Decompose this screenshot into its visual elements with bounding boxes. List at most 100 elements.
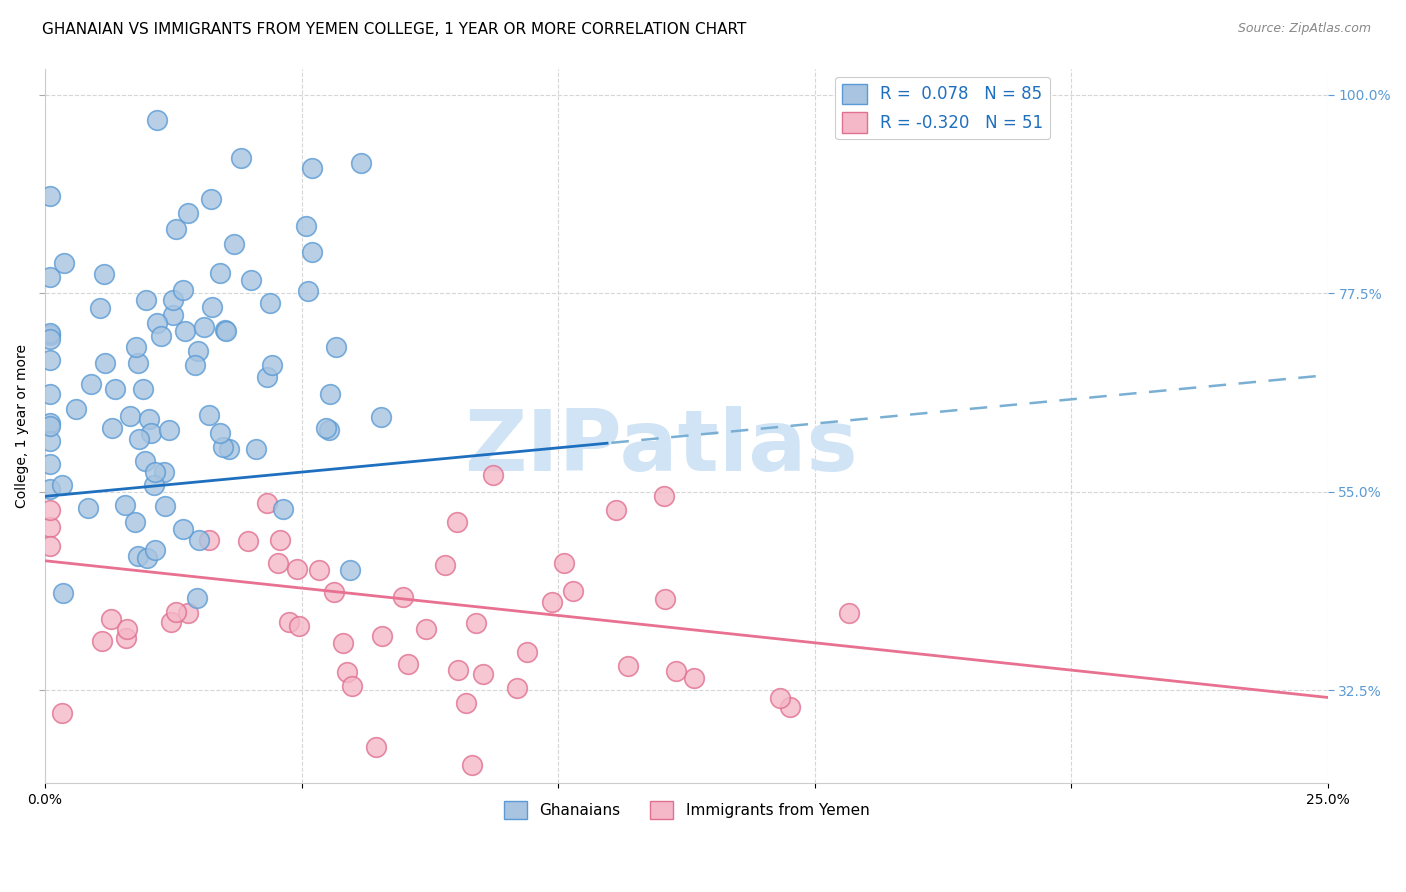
Point (269, 533, 291, 547)
Point (39, 326, 62, 341)
Text: GHANAIAN VS IMMIGRANTS FROM YEMEN COLLEGE, 1 YEAR OR MORE CORRELATION CHART: GHANAIAN VS IMMIGRANTS FROM YEMEN COLLEG… (42, 22, 747, 37)
Point (370, 409, 392, 424)
Point (460, 758, 482, 772)
Point (39, 482, 62, 496)
Point (665, 664, 688, 678)
Point (53, 256, 76, 270)
Point (366, 740, 388, 755)
Point (115, 623, 138, 637)
Point (201, 300, 224, 314)
Point (136, 550, 159, 565)
Point (135, 293, 157, 308)
Point (172, 522, 194, 536)
Point (506, 681, 529, 696)
Legend: Ghanaians, Immigrants from Yemen: Ghanaians, Immigrants from Yemen (498, 795, 876, 825)
Point (446, 515, 468, 529)
Point (173, 325, 195, 339)
Point (77, 500, 100, 515)
Point (471, 667, 494, 681)
Point (208, 266, 231, 280)
Point (120, 409, 142, 423)
Point (184, 358, 207, 372)
Point (139, 426, 162, 441)
Point (165, 221, 187, 235)
Point (396, 657, 419, 671)
Point (65, 401, 87, 416)
Point (114, 631, 136, 645)
Point (273, 501, 295, 516)
Point (114, 498, 136, 512)
Point (80, 376, 103, 391)
Point (838, 606, 860, 620)
Point (145, 316, 167, 330)
Point (652, 489, 675, 503)
Point (540, 595, 562, 609)
Point (297, 285, 319, 299)
Text: Source: ZipAtlas.com: Source: ZipAtlas.com (1237, 22, 1371, 36)
Point (187, 533, 209, 547)
Point (39, 520, 62, 534)
Point (39, 434, 62, 448)
Point (90, 634, 112, 648)
Point (617, 659, 640, 673)
Point (128, 433, 150, 447)
Point (208, 426, 231, 441)
Point (683, 672, 706, 686)
Point (39, 332, 62, 346)
Point (236, 534, 259, 549)
Point (318, 423, 340, 437)
Point (654, 591, 676, 606)
Point (193, 320, 215, 334)
Point (259, 296, 281, 310)
Point (51, 706, 73, 720)
Point (127, 549, 149, 564)
Point (350, 155, 373, 169)
Point (288, 618, 311, 632)
Point (200, 192, 222, 206)
Point (215, 324, 238, 338)
Point (214, 322, 236, 336)
Point (446, 664, 468, 678)
Point (605, 502, 627, 516)
Point (127, 356, 149, 370)
Point (39, 270, 62, 285)
Y-axis label: College, 1 year or more: College, 1 year or more (15, 343, 30, 508)
Point (342, 679, 364, 693)
Point (172, 283, 194, 297)
Point (371, 629, 394, 643)
Point (143, 465, 166, 479)
Point (301, 244, 323, 259)
Point (39, 416, 62, 430)
Point (162, 293, 184, 307)
Point (433, 558, 456, 572)
Point (93, 356, 115, 370)
Point (39, 457, 62, 471)
Point (245, 442, 267, 456)
Point (231, 151, 253, 165)
Point (415, 622, 437, 636)
Point (516, 645, 538, 659)
Point (104, 382, 127, 396)
Point (101, 421, 124, 435)
Point (39, 539, 62, 553)
Point (339, 563, 361, 577)
Point (336, 665, 359, 679)
Point (89, 301, 111, 315)
Point (124, 515, 146, 529)
Point (153, 500, 176, 514)
Point (186, 591, 208, 606)
Text: ZIPatlas: ZIPatlas (464, 406, 858, 489)
Point (295, 219, 318, 234)
Point (262, 358, 284, 372)
Point (39, 387, 62, 401)
Point (769, 690, 792, 705)
Point (561, 583, 583, 598)
Point (256, 496, 278, 510)
Point (132, 382, 155, 396)
Point (464, 616, 486, 631)
Point (218, 442, 240, 456)
Point (157, 423, 180, 437)
Point (315, 420, 337, 434)
Point (138, 411, 160, 425)
Point (142, 478, 165, 492)
